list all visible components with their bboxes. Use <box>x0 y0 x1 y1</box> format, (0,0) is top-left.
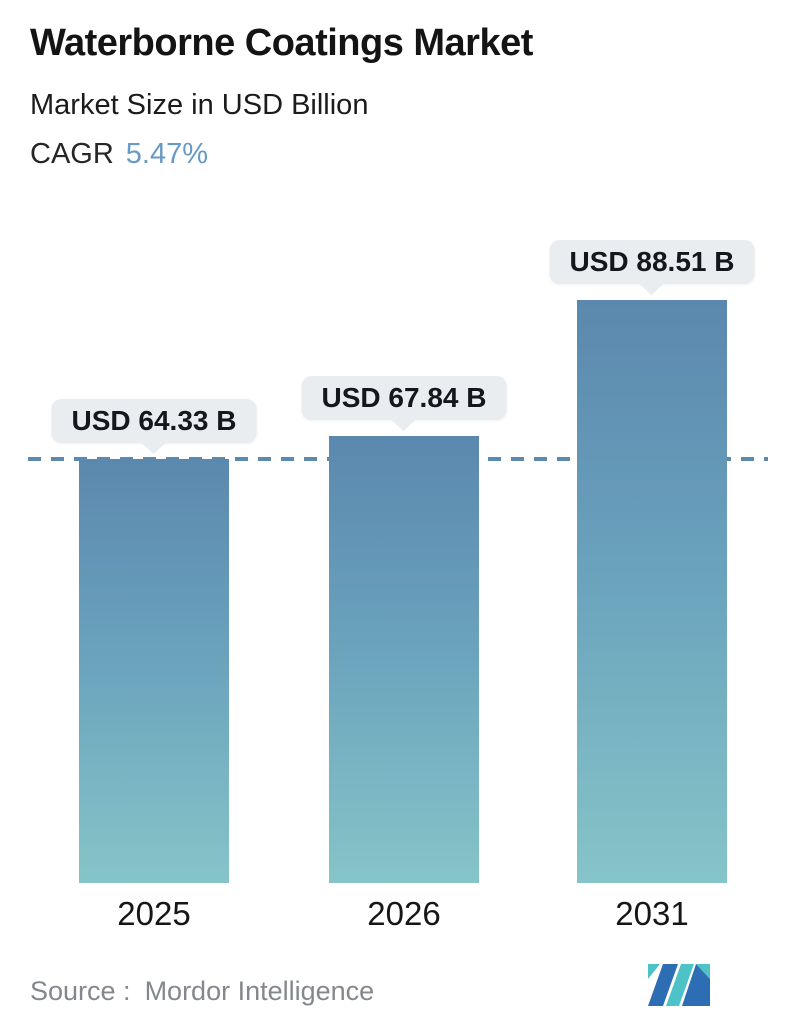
bar-2031 <box>577 300 727 883</box>
value-callout-2026: USD 67.84 B <box>301 376 507 431</box>
value-label-2026: USD 67.84 B <box>321 382 487 413</box>
cagr-line: CAGR 5.47% <box>30 138 533 171</box>
source-text: Source : Mordor Intelligence <box>30 976 374 1007</box>
chart-subtitle: Market Size in USD Billion <box>30 89 369 121</box>
x-axis-label-2031: 2031 <box>615 895 689 932</box>
bar-2025 <box>79 459 229 883</box>
chart-header: Waterborne Coatings Market Market Size i… <box>30 22 533 171</box>
callout-pointer-icon <box>391 419 417 431</box>
value-label-2031: USD 88.51 B <box>569 246 735 277</box>
value-label-2025: USD 64.33 B <box>71 405 237 436</box>
mordor-intelligence-logo <box>648 964 710 1006</box>
bar-2026 <box>329 436 479 883</box>
chart-footer: Source : Mordor Intelligence <box>0 960 796 1034</box>
x-axis-label-2025: 2025 <box>117 895 191 932</box>
value-callout-2031: USD 88.51 B <box>549 240 755 295</box>
callout-pointer-icon <box>639 283 665 295</box>
source-label: Source : <box>30 976 131 1006</box>
x-axis-label-2026: 2026 <box>367 895 441 932</box>
cagr-value: 5.47% <box>125 138 209 170</box>
callout-pointer-icon <box>141 442 167 454</box>
value-callout-2025: USD 64.33 B <box>51 399 257 454</box>
page-title: Waterborne Coatings Market <box>30 22 533 64</box>
source-value: Mordor Intelligence <box>144 976 375 1006</box>
cagr-label: CAGR <box>30 138 114 170</box>
